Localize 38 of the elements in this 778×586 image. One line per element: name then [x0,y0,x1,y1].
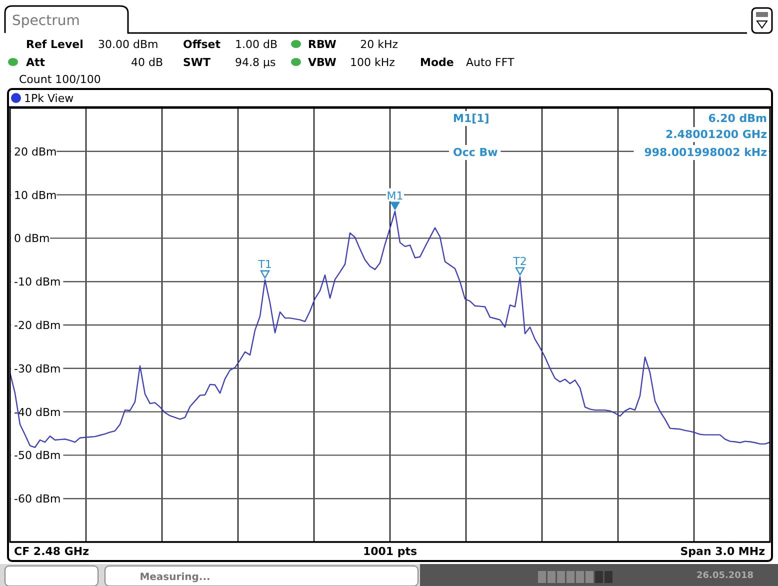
text: Auto FFT [466,56,514,69]
y-tick-label: 20 dBm [14,145,57,158]
text: Mode [420,56,454,69]
annotation: 2.48001200 GHz [665,128,767,141]
text: RBW [308,38,336,51]
text: 30.00 dBm [98,38,158,51]
annotation: T2 [512,254,527,268]
text: Count 100/100 [19,73,101,86]
text: Ref Level [26,38,84,51]
text: Measuring... [140,572,210,583]
annotation: 6.20 dBm [708,112,767,125]
y-tick-label: -20 dBm [14,319,61,332]
text: 20 kHz [360,38,398,51]
text: 100 kHz [350,56,396,69]
y-tick-label: -30 dBm [14,362,61,376]
text: CF 2.48 GHz [14,545,90,558]
annotation: M1 [386,189,404,202]
text: 1.00 dB [235,38,278,51]
text: 26.05.2018 [696,571,754,581]
y-tick-label: -60 dBm [14,492,61,506]
text: 1001 pts [362,545,418,558]
text: Span 3.0 MHz [680,545,765,558]
text: 40 dB [130,56,163,69]
text: Att [26,56,46,69]
text: 94.8 µs [235,56,276,69]
chart-subtitle: 1Pk View [24,92,74,105]
y-tick-label: 0 dBm [14,232,50,246]
y-tick-label: -10 dBm [14,276,61,289]
annotation: M1[1] [453,112,490,125]
annotation: T1 [257,258,272,271]
annotation: Occ Bw [453,146,498,159]
y-tick-label: 10 dBm [14,188,57,202]
chart-title: Spectrum [12,13,80,29]
text: Offset [183,38,221,51]
text: VBW [308,56,336,69]
y-tick-label: -50 dBm [14,449,61,462]
annotation: 998.001998002 kHz [644,146,767,159]
text: SWT [183,56,212,69]
